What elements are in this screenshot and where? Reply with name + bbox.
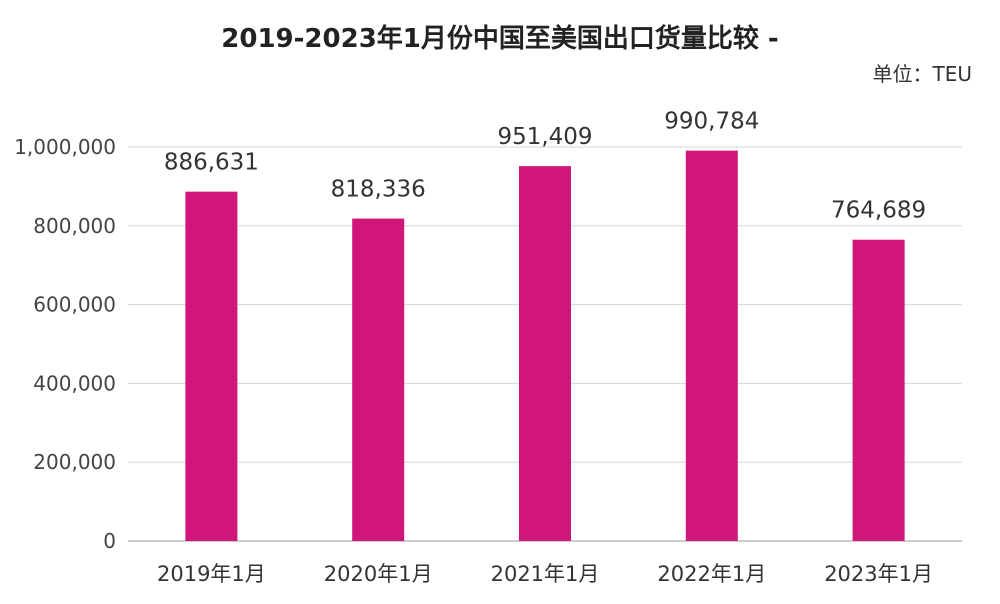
y-tick-label: 400,000 (33, 371, 116, 395)
data-label: 818,336 (331, 177, 426, 203)
y-tick-label: 1,000,000 (14, 135, 116, 159)
unit-label: 单位：TEU (872, 62, 973, 86)
bar (852, 239, 905, 542)
y-tick-label: 200,000 (33, 450, 116, 474)
data-label: 990,784 (664, 109, 759, 135)
bar (519, 166, 571, 542)
x-category-label: 2020年1月 (324, 562, 433, 586)
bar (185, 191, 238, 541)
chart-title: 2019-2023年1月份中国至美国出口货量比较 - (221, 24, 779, 54)
data-label: 764,689 (831, 198, 926, 224)
data-label: 886,631 (164, 150, 259, 176)
bar (685, 150, 738, 541)
y-tick-label: 0 (103, 529, 116, 553)
x-category-label: 2019年1月 (157, 562, 266, 586)
bar (352, 218, 405, 541)
x-category-label: 2023年1月 (824, 562, 933, 586)
y-tick-label: 800,000 (33, 214, 116, 238)
y-tick-label: 600,000 (33, 293, 116, 317)
x-category-label: 2021年1月 (491, 562, 600, 586)
x-category-label: 2022年1月 (657, 562, 766, 586)
data-label: 951,409 (497, 124, 592, 150)
